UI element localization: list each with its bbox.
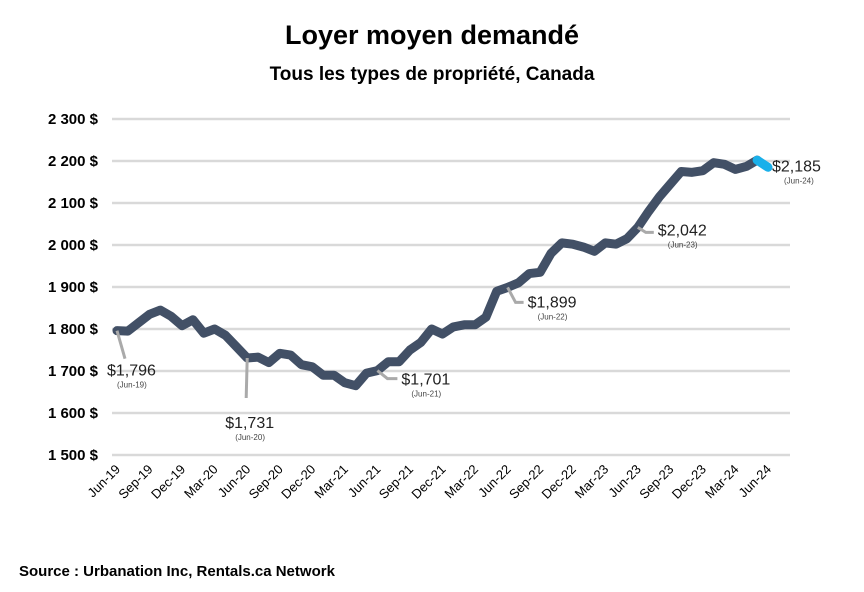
annotation-leader — [376, 369, 398, 381]
x-tick-label: Dec-21 — [408, 462, 448, 502]
annotation-value: $1,796 — [107, 363, 156, 380]
annotation-leader — [637, 226, 654, 234]
annotation-leader — [244, 357, 249, 399]
annotation-date: (Jun-23) — [668, 240, 698, 249]
x-tick-label: Dec-22 — [539, 462, 579, 502]
x-tick-label: Mar-20 — [181, 462, 221, 502]
y-tick-label: 1 900 $ — [48, 279, 99, 296]
annotation-value: $1,899 — [528, 294, 577, 311]
y-tick-label: 2 300 $ — [48, 111, 99, 128]
annotation-date: (Jun-20) — [235, 433, 265, 442]
annotation-date: (Jun-21) — [411, 390, 441, 399]
latest-segment — [752, 155, 773, 172]
chart-title: Loyer moyen demandé — [284, 20, 580, 50]
rent-line — [112, 155, 762, 391]
annotation-date: (Jun-19) — [117, 381, 147, 390]
x-tick-label: Mar-24 — [702, 462, 742, 502]
annotation-date: (Jun-24) — [784, 176, 814, 185]
x-tick-label: Sep-21 — [376, 462, 416, 502]
x-tick-label: Sep-23 — [636, 462, 676, 502]
annotation-date: (Jun-22) — [538, 312, 568, 321]
chart-subtitle: Tous les types de propriété, Canada — [269, 64, 595, 85]
y-tick-label: 1 800 $ — [48, 321, 99, 338]
annotation-leader — [506, 286, 524, 304]
x-tick-label: Sep-20 — [246, 462, 286, 502]
x-tick-label: Mar-21 — [311, 462, 351, 502]
y-tick-label: 2 200 $ — [48, 153, 99, 170]
x-tick-label: Mar-22 — [441, 462, 481, 502]
x-tick-label: Dec-19 — [148, 462, 188, 502]
annotation-value: $2,185 — [772, 158, 821, 175]
y-tick-label: 1 600 $ — [48, 405, 99, 422]
source-note: Source : Urbanation Inc, Rentals.ca Netw… — [19, 563, 335, 580]
annotation-leader — [115, 330, 127, 360]
x-tick-label: Sep-22 — [506, 462, 546, 502]
x-tick-label: Dec-20 — [278, 462, 318, 502]
y-tick-label: 2 000 $ — [48, 237, 99, 254]
annotation-value: $1,731 — [225, 415, 274, 432]
x-tick-label: Mar-23 — [572, 462, 612, 502]
annotation-value: $2,042 — [658, 222, 707, 239]
x-tick-label: Jun-24 — [735, 462, 774, 501]
annotation-value: $1,701 — [401, 372, 450, 389]
x-tick-label: Sep-19 — [115, 462, 155, 502]
y-tick-label: 2 100 $ — [48, 195, 99, 212]
y-tick-label: 1 500 $ — [48, 447, 99, 464]
x-tick-label: Dec-23 — [669, 462, 709, 502]
y-tick-label: 1 700 $ — [48, 363, 99, 380]
